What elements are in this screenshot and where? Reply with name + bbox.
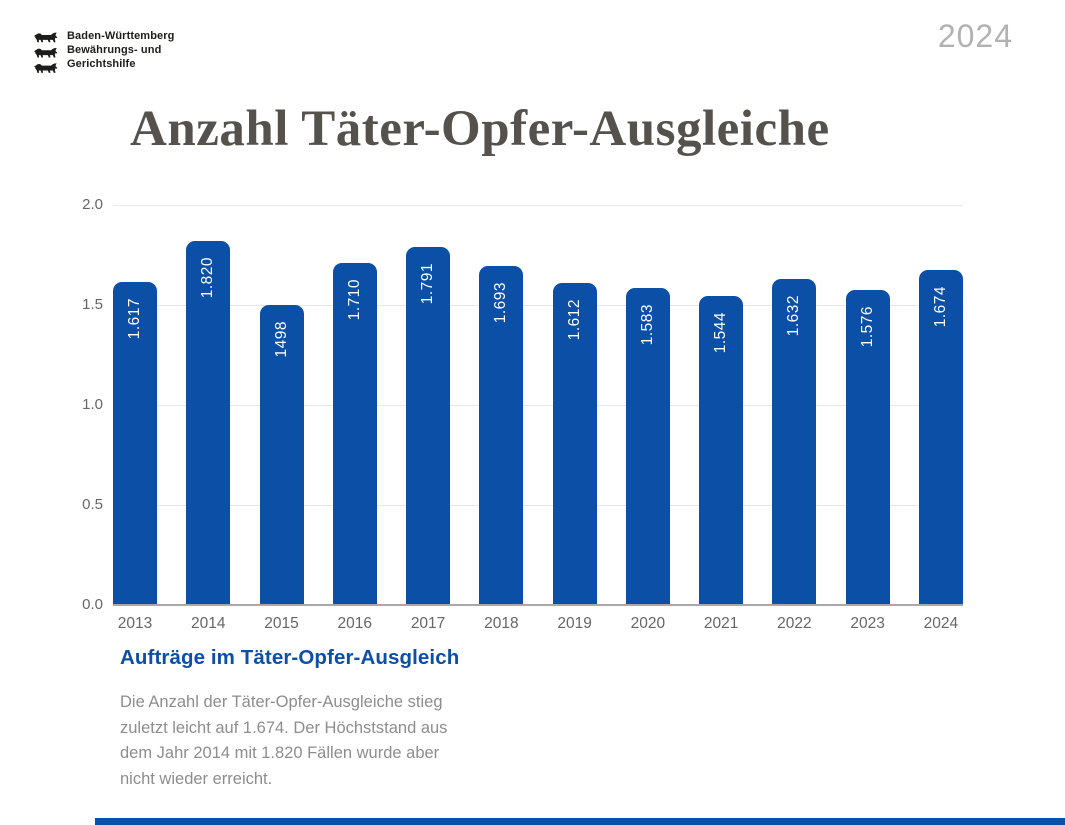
bar-2013: 1.617 xyxy=(113,281,157,605)
x-axis-tick-label: 2015 xyxy=(264,615,299,632)
x-axis-tick-label: 2021 xyxy=(703,615,739,632)
three-lions-icon xyxy=(33,32,58,73)
gridline xyxy=(113,505,963,506)
bar-value-label: 1.617 xyxy=(126,297,143,339)
gridline xyxy=(113,305,963,306)
bar-2023: 1.576 xyxy=(845,289,890,605)
y-axis-tick-label: 0.5 xyxy=(82,496,103,513)
x-axis-tick-label: 2022 xyxy=(777,615,812,632)
y-axis-tick-label: 1.5 xyxy=(82,296,103,313)
x-axis-tick-label: 2019 xyxy=(557,615,592,632)
chart-subtitle: Aufträge im Täter-Opfer-Ausgleich xyxy=(120,646,460,669)
bar-value-label: 1498 xyxy=(272,321,290,358)
y-axis-tick-label: 1.0 xyxy=(82,396,103,413)
bar-value-label: 1.632 xyxy=(785,294,803,336)
bar-value-label: 1.583 xyxy=(638,304,656,346)
logo: Baden-Württemberg Bewährungs- und Gerich… xyxy=(33,29,174,75)
x-axis-tick-label: 2014 xyxy=(191,615,226,632)
gridline xyxy=(113,405,963,406)
logo-line-3: Gerichtshilfe xyxy=(67,58,136,70)
x-axis-tick-label: 2024 xyxy=(923,615,959,632)
bars-row: 1.617 1.820 1498 1.710 1.791 1.693 1.612 1.583 1… xyxy=(113,205,963,605)
bar-value-label: 1.791 xyxy=(419,262,437,305)
bar-chart: 0.0 0.5 1.0 1.5 2.0 1.617 1.820 1498 1.710 1.791 1… xyxy=(82,196,963,632)
bar-value-label: 1.612 xyxy=(565,298,583,340)
bar-value-label: 1.674 xyxy=(931,286,949,328)
bar-2020: 1.583 xyxy=(625,288,670,605)
bar-2024: 1.674 xyxy=(918,270,963,605)
gridline xyxy=(113,205,963,206)
x-axis-tick-label: 2023 xyxy=(850,615,885,632)
page-title: Anzahl Täter-Opfer-Ausgleiche xyxy=(130,101,830,157)
bar-2021: 1.544 xyxy=(699,296,744,605)
footer-accent-bar xyxy=(95,818,1065,825)
logo-line-1: Baden-Württemberg xyxy=(67,30,175,42)
y-axis-tick-label: 2.0 xyxy=(82,196,103,213)
bar-value-label: 1.576 xyxy=(858,305,876,348)
bar-2014: 1.820 xyxy=(186,241,231,605)
x-axis-tick-label: 2017 xyxy=(410,615,446,632)
logo-text: Baden-Württemberg Bewährungs- und Gerich… xyxy=(67,29,174,71)
bar-2017: 1.791 xyxy=(406,246,451,605)
bar-2015: 1498 xyxy=(259,305,304,605)
bar-value-label: 1.544 xyxy=(712,312,730,354)
bar-value-label: 1.710 xyxy=(345,279,363,321)
x-axis-line xyxy=(113,604,963,606)
x-axis-labels: 2013 2014 2015 2016 2017 2018 2019 2020 2021 2022… xyxy=(113,615,963,633)
chart-description: Die Anzahl der Täter-Opfer-Ausgleiche st… xyxy=(120,693,448,788)
bar-value-label: 1.820 xyxy=(199,257,217,299)
x-axis-tick-label: 2013 xyxy=(117,615,153,632)
x-axis-tick-label: 2020 xyxy=(630,615,666,632)
bar-value-label: 1.693 xyxy=(492,282,510,324)
x-axis-tick-label: 2016 xyxy=(337,615,373,632)
bar-2022: 1.632 xyxy=(772,278,817,605)
y-axis-tick-label: 0.0 xyxy=(82,596,103,613)
x-axis-tick-label: 2018 xyxy=(484,615,519,632)
bar-2018: 1.693 xyxy=(479,266,524,605)
year-badge: 2024 xyxy=(937,18,1013,54)
bar-2016: 1.710 xyxy=(332,263,377,605)
logo-line-2: Bewährungs- und xyxy=(67,44,162,56)
bar-2019: 1.612 xyxy=(552,282,597,605)
